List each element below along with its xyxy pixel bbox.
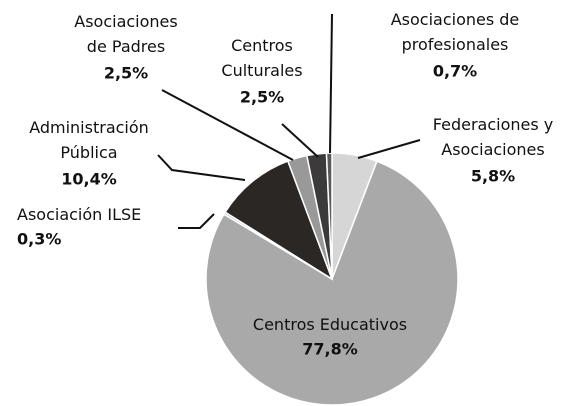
slice-value-label: 2,5% bbox=[240, 88, 284, 107]
slice-value-label: 0,3% bbox=[17, 230, 61, 249]
leader-line bbox=[281, 123, 319, 158]
slice-label: Administración Pública bbox=[29, 118, 149, 162]
slice-value-label: 2,5% bbox=[104, 64, 148, 83]
slice-value-label: 5,8% bbox=[471, 167, 515, 186]
slice-value-label: 0,7% bbox=[433, 62, 477, 81]
pie-slice bbox=[325, 152, 333, 280]
pie-slice bbox=[205, 160, 459, 406]
slice-value-label: 10,4% bbox=[61, 170, 117, 189]
slice-label: Asociaciones de Padres bbox=[74, 12, 177, 56]
leader-line bbox=[161, 89, 294, 161]
pie-slice bbox=[224, 160, 334, 281]
slice-label: Centros Culturales bbox=[221, 36, 302, 80]
slice-label: Federaciones y Asociaciones bbox=[433, 115, 553, 159]
leader-line bbox=[357, 139, 421, 159]
slice-label: Asociaciones de profesionales bbox=[391, 10, 520, 54]
leader-line bbox=[329, 13, 333, 154]
leader-line bbox=[157, 154, 246, 181]
slice-value-label: 77,8% bbox=[302, 340, 358, 359]
slice-label: Asociación ILSE bbox=[17, 205, 141, 224]
leader-line bbox=[178, 213, 215, 229]
slice-label: Centros Educativos bbox=[253, 315, 407, 334]
